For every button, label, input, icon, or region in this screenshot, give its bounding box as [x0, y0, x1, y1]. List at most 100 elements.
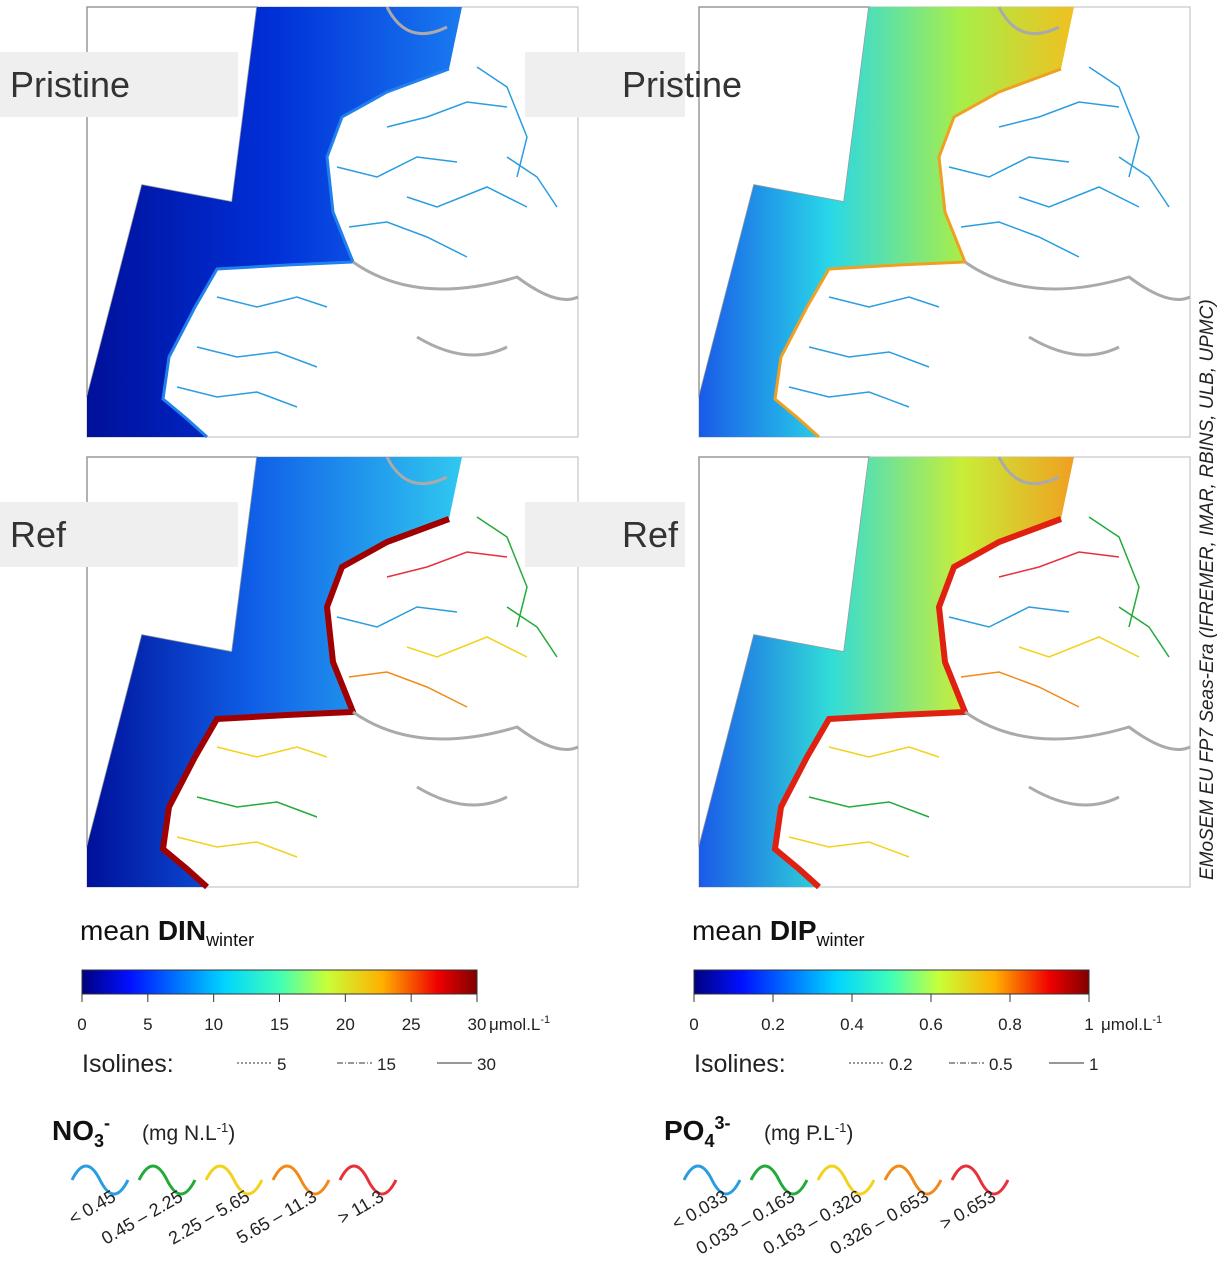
sea: [87, 7, 462, 437]
colorbar-tick-label: 0.6: [919, 1015, 943, 1034]
text-part: -1: [1152, 1014, 1162, 1026]
text-part: DIP: [770, 915, 817, 946]
river: [196, 796, 318, 818]
isoline-value: 30: [477, 1055, 496, 1074]
colorbar-tick-label: 20: [336, 1015, 355, 1034]
colorbar-tick-label: 25: [402, 1015, 421, 1034]
class-wave: [271, 1164, 331, 1196]
river: [788, 836, 910, 858]
isoline-value: 15: [377, 1055, 396, 1074]
text-part: (mg N.L: [142, 1122, 217, 1145]
river: [216, 746, 328, 758]
text-part: μmol.L: [1101, 1015, 1152, 1034]
river: [828, 296, 940, 308]
legend-title: mean DIPwinter: [692, 915, 865, 950]
colorbar-tick-label: 5: [143, 1015, 152, 1034]
river: [1088, 66, 1140, 178]
river: [406, 186, 528, 208]
sea: [699, 7, 1074, 437]
river: [948, 156, 1070, 178]
colorbar-tick-label: 0.2: [761, 1015, 785, 1034]
river: [176, 386, 298, 408]
colorbar-tick-label: 0.4: [840, 1015, 864, 1034]
river: [828, 746, 940, 758]
class-wave: [682, 1164, 742, 1196]
colorbar-tick-label: 15: [270, 1015, 289, 1034]
isoline-value: 5: [277, 1055, 286, 1074]
class-wave: [883, 1164, 943, 1196]
nutrient-formula: PO43-: [664, 1113, 731, 1151]
panel-label-box: [0, 52, 238, 117]
text-part: PO: [664, 1115, 704, 1146]
map-panel: Ref: [0, 456, 579, 890]
colorbar: [693, 969, 1090, 995]
panel-label: Ref: [10, 514, 67, 555]
river: [1118, 156, 1170, 208]
credit: EMoSEM EU FP7 Seas-Era (IFREMER, IMAR, R…: [1197, 299, 1218, 880]
river: [960, 671, 1080, 708]
isolines-label: Isolines:: [82, 1050, 174, 1078]
land-outline: [964, 456, 1191, 807]
legend-title: mean DINwinter: [80, 915, 254, 950]
text-part: ): [228, 1122, 235, 1145]
text-part: -1: [835, 1120, 847, 1135]
coast: [161, 67, 450, 439]
isolines-label: Isolines:: [694, 1050, 786, 1078]
text-part: (mg P.L: [764, 1122, 835, 1145]
isoline-value: 0.2: [889, 1055, 913, 1074]
text-part: 3-: [714, 1113, 730, 1133]
text-part: -: [104, 1113, 110, 1133]
river: [788, 386, 910, 408]
class-wave: [338, 1164, 398, 1196]
text-part: -1: [217, 1120, 229, 1135]
river: [1018, 636, 1140, 658]
river: [506, 606, 558, 658]
panel-label-box: [525, 52, 685, 117]
text-part: DIN: [158, 915, 206, 946]
map-panel: Ref: [525, 456, 1191, 890]
colorbar: [81, 969, 478, 995]
panel-label: Pristine: [10, 64, 130, 105]
text-part: NO: [52, 1115, 94, 1146]
river: [196, 346, 318, 368]
text-part: -1: [540, 1014, 550, 1026]
river: [808, 346, 930, 368]
class-wave: [204, 1164, 264, 1196]
nutrient-unit: (mg P.L-1): [764, 1120, 853, 1145]
colorbar-tick-label: 30: [468, 1015, 487, 1034]
class-wave: [137, 1164, 197, 1196]
nutrient-unit: (mg N.L-1): [142, 1120, 235, 1145]
river: [336, 156, 458, 178]
river: [476, 516, 528, 628]
text-part: 3: [94, 1131, 104, 1151]
class-label: > 0.653: [937, 1186, 999, 1234]
text-part: μmol.L: [489, 1015, 540, 1034]
land-outline: [352, 6, 579, 357]
colorbar-unit: μmol.L-1: [489, 1014, 550, 1034]
river: [1118, 606, 1170, 658]
river: [348, 221, 468, 258]
river: [960, 221, 1080, 258]
text-part: ): [846, 1122, 853, 1145]
river: [998, 551, 1120, 578]
colorbar-tick-label: 10: [204, 1015, 223, 1034]
river: [176, 836, 298, 858]
coast: [773, 67, 1062, 439]
river: [1018, 186, 1140, 208]
class-wave: [70, 1164, 130, 1196]
class-label: < 0.45: [65, 1186, 119, 1229]
river: [476, 66, 528, 178]
colorbar-tick-label: 0: [77, 1015, 86, 1034]
coast: [159, 516, 451, 890]
text-part: mean: [692, 915, 770, 946]
colorbar-tick-label: 0: [689, 1015, 698, 1034]
map-panel: Pristine: [0, 6, 579, 439]
class-wave: [950, 1164, 1010, 1196]
map-panel: Pristine: [525, 6, 1191, 439]
land-outline: [964, 6, 1191, 357]
river: [948, 606, 1070, 628]
colorbar-tick-label: 1: [1084, 1015, 1093, 1034]
text-part: 4: [704, 1131, 714, 1151]
class-label: > 11.3: [334, 1186, 387, 1228]
text-part: winter: [816, 930, 865, 950]
